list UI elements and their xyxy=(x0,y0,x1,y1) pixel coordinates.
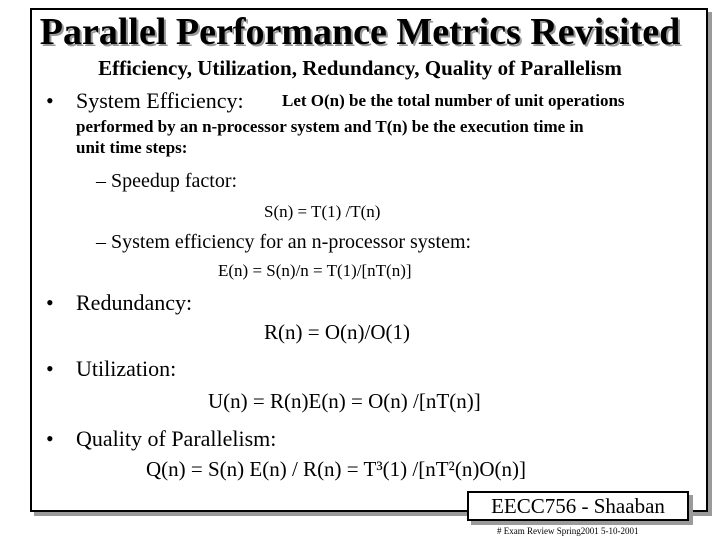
slide-title: Parallel Performance Metrics Revisited xyxy=(39,11,681,53)
slide-subtitle: Efficiency, Utilization, Redundancy, Qua… xyxy=(98,56,622,80)
course-badge: EECC756 - Shaaban xyxy=(467,491,689,521)
bullet-dot: • xyxy=(46,88,54,113)
bullet-dot: • xyxy=(46,356,54,381)
slide-frame xyxy=(30,8,708,512)
quality-label: Quality of Parallelism: xyxy=(76,426,277,451)
system-efficiency-desc-line3: unit time steps: xyxy=(76,138,188,157)
quality-formula: Q(n) = S(n) E(n) / R(n) = T³(1) /[nT²(n)… xyxy=(146,457,526,481)
system-efficiency-label: System Efficiency: xyxy=(76,88,244,113)
utilization-label: Utilization: xyxy=(76,356,177,381)
utilization-formula: U(n) = R(n)E(n) = O(n) /[nT(n)] xyxy=(208,389,481,413)
system-efficiency-formula: E(n) = S(n)/n = T(1)/[nT(n)] xyxy=(218,261,412,280)
system-efficiency-n-label: – System efficiency for an n-processor s… xyxy=(96,231,472,253)
system-efficiency-desc-line1: Let O(n) be the total number of unit ope… xyxy=(282,91,625,110)
bullet-dot: • xyxy=(46,426,54,451)
system-efficiency-desc-line2: performed by an n-processor system and T… xyxy=(76,117,584,136)
speedup-label: – Speedup factor: xyxy=(96,170,238,192)
redundancy-label: Redundancy: xyxy=(76,290,193,315)
footer-text: # Exam Review Spring2001 5-10-2001 xyxy=(497,526,639,536)
speedup-formula: S(n) = T(1) /T(n) xyxy=(264,202,381,221)
bullet-dot: • xyxy=(46,290,54,315)
redundancy-formula: R(n) = O(n)/O(1) xyxy=(264,320,410,344)
